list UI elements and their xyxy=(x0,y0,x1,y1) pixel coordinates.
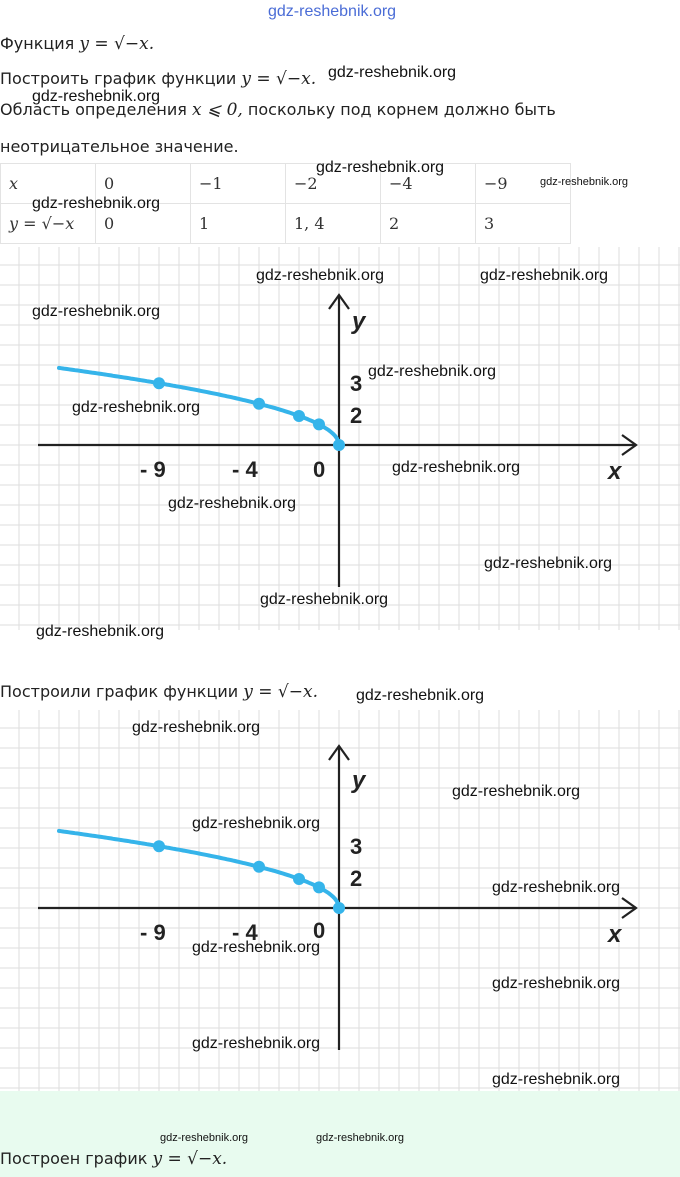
y-axis-label: y xyxy=(351,767,367,794)
watermark: gdz-reshebnik.org xyxy=(356,687,485,704)
table-row-x: x 0 −1 −2 −4 −9 xyxy=(0,163,571,204)
graph-svg: x y - 9 - 4 0 3 2 xyxy=(0,710,680,1091)
watermark: gdz-reshebnik.org xyxy=(32,303,161,320)
answer-formula: y = √−x. xyxy=(152,1149,228,1169)
data-point xyxy=(293,409,305,422)
watermark: gdz-reshebnik.org xyxy=(492,879,621,896)
y-tick-label: 3 xyxy=(350,371,362,396)
sqrt-curve-line xyxy=(57,365,341,447)
x-tick-label: - 4 xyxy=(232,920,258,945)
watermark: gdz-reshebnik.org xyxy=(368,363,497,380)
sqrt-curve-series xyxy=(57,365,345,451)
domain-label: Область определения xyxy=(0,100,187,119)
function-formula: y = √−x. xyxy=(79,34,155,54)
data-point xyxy=(313,881,325,894)
x-tick-label: - 4 xyxy=(232,457,258,482)
watermark: gdz-reshebnik.org xyxy=(316,1132,405,1144)
watermark: gdz-reshebnik.org xyxy=(168,495,297,512)
x-axis-arrow xyxy=(621,434,638,456)
data-point xyxy=(333,439,345,451)
watermark: gdz-reshebnik.org xyxy=(192,939,321,956)
watermark: gdz-reshebnik.org xyxy=(160,1132,249,1144)
built-line: Построили график функции y = √−x. xyxy=(0,682,318,702)
x-tick-label: - 9 xyxy=(140,920,166,945)
graph-svg: x y - 9 - 4 0 3 2 xyxy=(0,247,680,630)
watermark: gdz-reshebnik.org xyxy=(192,815,321,832)
function-line: Функция y = √−x. xyxy=(0,34,154,54)
x-axis-label: x xyxy=(606,458,623,485)
data-point xyxy=(153,840,165,853)
watermark: gdz-reshebnik.org xyxy=(256,267,385,284)
task-formula: y = √−x. xyxy=(241,69,317,89)
table-cell: −4 xyxy=(380,163,476,204)
sqrt-curve-line xyxy=(57,828,341,910)
x-tick-label: 0 xyxy=(313,918,325,943)
watermark: gdz-reshebnik.org xyxy=(260,591,389,608)
y-tick-label: 2 xyxy=(350,866,362,891)
watermark: gdz-reshebnik.org xyxy=(392,459,521,476)
values-table: x 0 −1 −2 −4 −9 y = √−x 0 1 1, 4 2 3 xyxy=(0,163,571,244)
x-tick-label: 0 xyxy=(313,457,325,482)
watermark: gdz-reshebnik.org xyxy=(484,555,613,572)
table-cell: −2 xyxy=(285,163,381,204)
table-cell: −9 xyxy=(475,163,571,204)
domain-reason: поскольку под корнем должно быть xyxy=(247,100,556,119)
domain-line: Область определения x ⩽ 0, поскольку под… xyxy=(0,100,556,120)
task-label: Построить график функции xyxy=(0,69,237,88)
table-cell: −1 xyxy=(190,163,286,204)
graph-2: x y - 9 - 4 0 3 2 xyxy=(0,710,680,1091)
table-cell: 3 xyxy=(475,203,571,244)
task-line: Построить график функции y = √−x. xyxy=(0,69,316,89)
y-tick-label: 2 xyxy=(350,403,362,428)
watermark: gdz-reshebnik.org xyxy=(72,399,201,416)
data-point xyxy=(333,902,345,914)
answer-box: Построен график y = √−x. xyxy=(0,1091,680,1177)
watermark: gdz-reshebnik.org xyxy=(480,267,609,284)
header-watermark: gdz-reshebnik.org xyxy=(268,3,397,20)
watermark: gdz-reshebnik.org xyxy=(452,783,581,800)
watermark: gdz-reshebnik.org xyxy=(540,176,629,188)
table-cell: 1, 4 xyxy=(285,203,381,244)
sqrt-curve-series xyxy=(57,828,345,914)
answer-line: Построен график y = √−x. xyxy=(0,1149,227,1169)
watermark: gdz-reshebnik.org xyxy=(32,88,161,105)
x-tick-label: - 9 xyxy=(140,457,166,482)
data-point xyxy=(253,860,265,873)
data-point xyxy=(153,377,165,390)
y-axis-arrow xyxy=(328,293,350,310)
watermark: gdz-reshebnik.org xyxy=(132,719,261,736)
watermark: gdz-reshebnik.org xyxy=(328,64,457,81)
graph-1: x y - 9 - 4 0 3 2 xyxy=(0,247,680,630)
watermark: gdz-reshebnik.org xyxy=(32,195,161,212)
domain-formula: x ⩽ 0, xyxy=(191,100,243,120)
data-point xyxy=(293,872,305,885)
answer-label: Построен график xyxy=(0,1149,148,1168)
y-tick-label: 3 xyxy=(350,834,362,859)
watermark: gdz-reshebnik.org xyxy=(492,1071,621,1088)
table-row-y: y = √−x 0 1 1, 4 2 3 xyxy=(0,203,571,244)
data-point xyxy=(313,418,325,431)
data-point xyxy=(253,397,265,410)
grid xyxy=(0,710,680,1091)
watermark: gdz-reshebnik.org xyxy=(492,975,621,992)
watermark: gdz-reshebnik.org xyxy=(316,159,445,176)
domain-reason-2: неотрицательное значение. xyxy=(0,137,239,156)
built-formula: y = √−x. xyxy=(243,682,318,702)
x-axis-label: x xyxy=(606,921,623,948)
x-axis-arrow xyxy=(621,897,638,919)
y-axis-arrow xyxy=(328,744,350,761)
built-label: Построили график функции xyxy=(0,682,239,701)
table-cell: 2 xyxy=(380,203,476,244)
table-cell: 1 xyxy=(190,203,286,244)
watermark: gdz-reshebnik.org xyxy=(192,1035,321,1052)
function-label: Функция xyxy=(0,34,75,53)
watermark: gdz-reshebnik.org xyxy=(36,623,165,640)
y-axis-label: y xyxy=(351,308,367,335)
